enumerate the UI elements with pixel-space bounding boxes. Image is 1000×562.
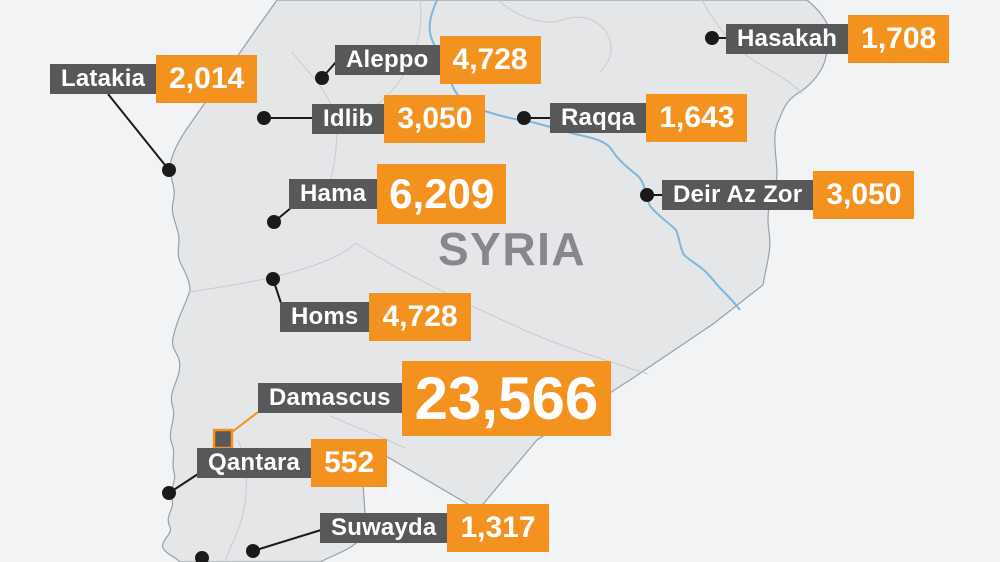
city-label-group[interactable]: Aleppo 4,728 (335, 36, 541, 84)
city-value-badge[interactable]: 552 (311, 439, 388, 487)
city-value-badge[interactable]: 4,728 (369, 293, 471, 341)
city-label-group[interactable]: Suwayda 1,317 (320, 504, 549, 552)
leader-line (107, 93, 170, 171)
city-value-badge[interactable]: 4,728 (439, 36, 541, 84)
city-marker-dot[interactable] (705, 31, 719, 45)
city-marker-dot[interactable] (315, 71, 329, 85)
city-label-group[interactable]: Qantara 552 (197, 439, 388, 487)
leader-line (252, 529, 322, 552)
city-name-badge[interactable]: Homs (280, 302, 370, 332)
city-name-badge[interactable]: Raqqa (550, 103, 647, 133)
city-name-badge[interactable]: Deir Az Zor (662, 180, 814, 210)
city-value-badge[interactable]: 3,050 (384, 95, 486, 143)
city-marker-dot[interactable] (517, 111, 531, 125)
city-marker-dot[interactable] (195, 551, 209, 562)
city-label-group[interactable]: Deir Az Zor 3,050 (662, 171, 915, 219)
city-marker-dot[interactable] (257, 111, 271, 125)
city-marker-dot[interactable] (266, 272, 280, 286)
city-label-group[interactable]: Latakia 2,014 (50, 55, 258, 103)
city-name-badge[interactable]: Idlib (312, 104, 385, 134)
city-label-group[interactable]: Hasakah 1,708 (726, 15, 950, 63)
city-marker-dot[interactable] (246, 544, 260, 558)
city-name-badge[interactable]: Hama (289, 179, 378, 209)
city-name-badge[interactable]: Damascus (258, 383, 402, 413)
city-value-badge[interactable]: 2,014 (156, 55, 258, 103)
city-label-group[interactable]: Homs 4,728 (280, 293, 471, 341)
city-value-badge[interactable]: 6,209 (377, 164, 507, 224)
city-marker-dot[interactable] (640, 188, 654, 202)
city-marker-dot[interactable] (267, 215, 281, 229)
city-name-badge[interactable]: Hasakah (726, 24, 849, 54)
city-name-badge[interactable]: Aleppo (335, 45, 440, 75)
city-label-group[interactable]: Raqqa 1,643 (550, 94, 748, 142)
city-value-badge[interactable]: 3,050 (813, 171, 915, 219)
city-name-badge[interactable]: Qantara (197, 448, 312, 478)
city-label-group[interactable]: Damascus 23,566 (258, 360, 612, 436)
euphrates-river (428, 0, 741, 311)
city-label-group[interactable]: Hama 6,209 (289, 164, 507, 224)
city-name-badge[interactable]: Suwayda (320, 513, 448, 543)
city-value-badge[interactable]: 1,643 (646, 94, 748, 142)
city-label-group[interactable]: Idlib 3,050 (312, 95, 486, 143)
country-name-label: SYRIA (438, 223, 587, 275)
city-value-badge[interactable]: 23,566 (401, 360, 612, 436)
city-name-badge[interactable]: Latakia (50, 64, 157, 94)
city-value-badge[interactable]: 1,708 (848, 15, 950, 63)
city-marker-dot[interactable] (162, 486, 176, 500)
city-marker-dot[interactable] (162, 163, 176, 177)
city-value-badge[interactable]: 1,317 (447, 504, 549, 552)
